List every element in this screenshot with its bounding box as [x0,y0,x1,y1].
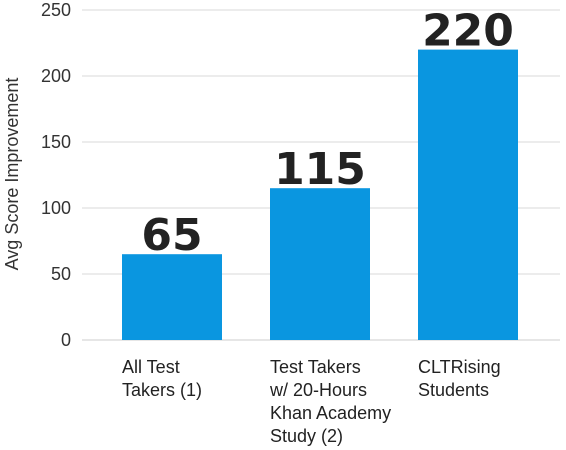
data-label-3: 220 [422,6,514,57]
category-label-1: All Test Takers (1) [122,357,202,400]
bar-3 [418,49,518,340]
data-label-2: 115 [274,144,366,195]
category-label-line: All Test [122,357,180,377]
data-labels: 65 115 220 [141,6,514,262]
y-tick-label: 50 [51,264,71,284]
category-label-line: Test Takers [270,357,361,377]
bar-2 [270,188,370,340]
bar-1 [122,254,222,340]
y-tick-label: 100 [41,198,71,218]
category-label-line: w/ 20-Hours [269,380,367,400]
y-tick-label: 250 [41,0,71,20]
y-axis-title: Avg Score Improvement [2,78,22,271]
category-label-line: Students [418,380,489,400]
y-tick-label: 200 [41,66,71,86]
category-labels: All Test Takers (1) Test Takers w/ 20-Hours… [122,357,501,446]
category-label-line: Study (2) [270,426,343,446]
y-axis-ticks: 0 50 100 150 200 250 [41,0,71,350]
category-label-line: Takers (1) [122,380,202,400]
category-label-3: CLTRising Students [418,357,501,400]
category-label-line: Khan Academy [270,403,391,423]
bars [122,49,518,340]
y-tick-label: 150 [41,132,71,152]
category-label-line: CLTRising [418,357,501,377]
category-label-2: Test Takers w/ 20-Hours Khan Academy Study … [269,357,391,446]
y-tick-label: 0 [61,330,71,350]
data-label-1: 65 [141,210,202,261]
